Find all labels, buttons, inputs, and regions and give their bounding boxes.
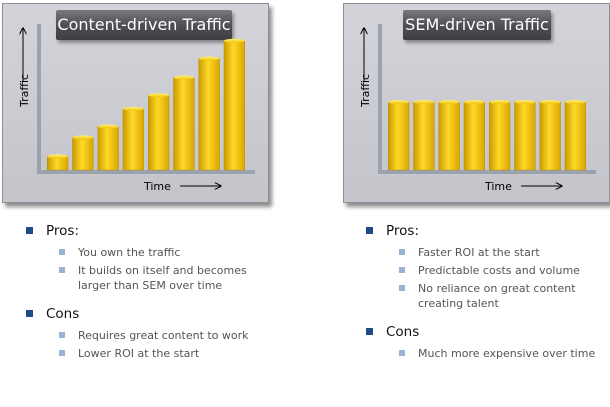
sub-bullet-icon	[59, 249, 65, 255]
bar	[564, 101, 586, 171]
bars-group	[388, 100, 586, 171]
bar-top	[72, 135, 94, 140]
x-axis-title: Time	[484, 180, 512, 193]
sub-bullet-icon	[399, 267, 405, 273]
x-axis-title: Time	[143, 180, 171, 193]
bar	[413, 101, 435, 171]
chart-title: SEM-driven Traffic	[403, 10, 551, 40]
sem-pros-cons: Pros: Faster ROI at the start Predictabl…	[366, 222, 606, 364]
bar	[97, 126, 119, 171]
pros-heading: Pros:	[366, 222, 606, 240]
pros-list: Faster ROI at the start Predictable cost…	[366, 245, 606, 311]
y-axis-title: Traffic	[18, 74, 31, 108]
pros-list: You own the traffic It builds on itself …	[26, 245, 276, 293]
bar	[198, 58, 220, 171]
list-item-text: Predictable costs and volume	[418, 264, 580, 277]
bar-top	[438, 100, 460, 104]
list-item: Lower ROI at the start	[26, 346, 276, 361]
list-item-text: Much more expensive over time	[418, 347, 596, 360]
list-item-text: It builds on itself and becomes larger t…	[78, 264, 247, 292]
bar	[148, 94, 170, 171]
bar	[72, 137, 94, 171]
bar-top	[464, 100, 485, 104]
bar	[438, 101, 460, 171]
sub-bullet-icon	[59, 267, 65, 273]
content-pros-cons: Pros: You own the traffic It builds on i…	[26, 222, 276, 364]
pros-label: Pros:	[46, 223, 79, 239]
cons-heading: Cons	[366, 323, 606, 341]
chart-title: Content-driven Traffic	[56, 10, 232, 40]
bullet-square-icon	[26, 227, 33, 234]
list-item: Much more expensive over time	[366, 346, 606, 361]
bar-top	[413, 100, 435, 104]
bar	[463, 101, 485, 171]
content-traffic-chart: Time Traffic	[18, 24, 255, 193]
bar-top	[122, 106, 144, 111]
y-axis-title: Traffic	[359, 74, 372, 108]
content-traffic-chart-panel: Content-driven Traffic Time Traffic	[2, 3, 269, 203]
bar-top	[47, 154, 68, 159]
bar	[173, 77, 195, 171]
cons-list: Requires great content to work Lower ROI…	[26, 328, 276, 361]
bar	[223, 40, 245, 171]
list-item-text: You own the traffic	[78, 246, 181, 259]
bullet-square-icon	[366, 227, 373, 234]
bar-top	[198, 56, 220, 61]
bars-group	[47, 38, 245, 171]
list-item: You own the traffic	[26, 245, 276, 260]
bar	[539, 101, 561, 171]
cons-label: Cons	[46, 306, 80, 322]
list-item: Predictable costs and volume	[366, 263, 606, 278]
bar	[122, 108, 144, 171]
sub-bullet-icon	[399, 285, 405, 291]
bar	[388, 101, 410, 171]
pros-heading: Pros:	[26, 222, 276, 240]
bar	[489, 101, 511, 171]
cons-list: Much more expensive over time	[366, 346, 606, 361]
sub-bullet-icon	[399, 350, 405, 356]
list-item-text: Lower ROI at the start	[78, 347, 200, 360]
bullet-square-icon	[366, 328, 373, 335]
cons-heading: Cons	[26, 305, 276, 323]
bar-top	[97, 124, 119, 129]
bar-top	[388, 100, 409, 104]
sem-traffic-chart-panel: SEM-driven Traffic Time Traffic	[343, 3, 610, 203]
bar-top	[148, 93, 170, 98]
bar-top	[173, 75, 195, 80]
pros-label: Pros:	[386, 223, 419, 239]
bar-top	[565, 100, 586, 104]
list-item-text: Faster ROI at the start	[418, 246, 540, 259]
list-item: Faster ROI at the start	[366, 245, 606, 260]
list-item: No reliance on great content creating ta…	[366, 281, 606, 311]
list-item: It builds on itself and becomes larger t…	[26, 263, 276, 293]
sem-traffic-chart: Time Traffic	[359, 24, 596, 193]
list-item-text: No reliance on great content creating ta…	[418, 282, 576, 310]
cons-label: Cons	[386, 324, 420, 340]
bar-top	[489, 100, 510, 104]
sub-bullet-icon	[59, 350, 65, 356]
bullet-square-icon	[26, 310, 33, 317]
bar-top	[514, 100, 536, 104]
sub-bullet-icon	[399, 249, 405, 255]
bar-top	[539, 100, 561, 104]
list-item: Requires great content to work	[26, 328, 276, 343]
sub-bullet-icon	[59, 332, 65, 338]
list-item-text: Requires great content to work	[78, 329, 249, 342]
bar-top	[224, 38, 245, 43]
bar	[514, 101, 536, 171]
bar	[47, 156, 69, 171]
